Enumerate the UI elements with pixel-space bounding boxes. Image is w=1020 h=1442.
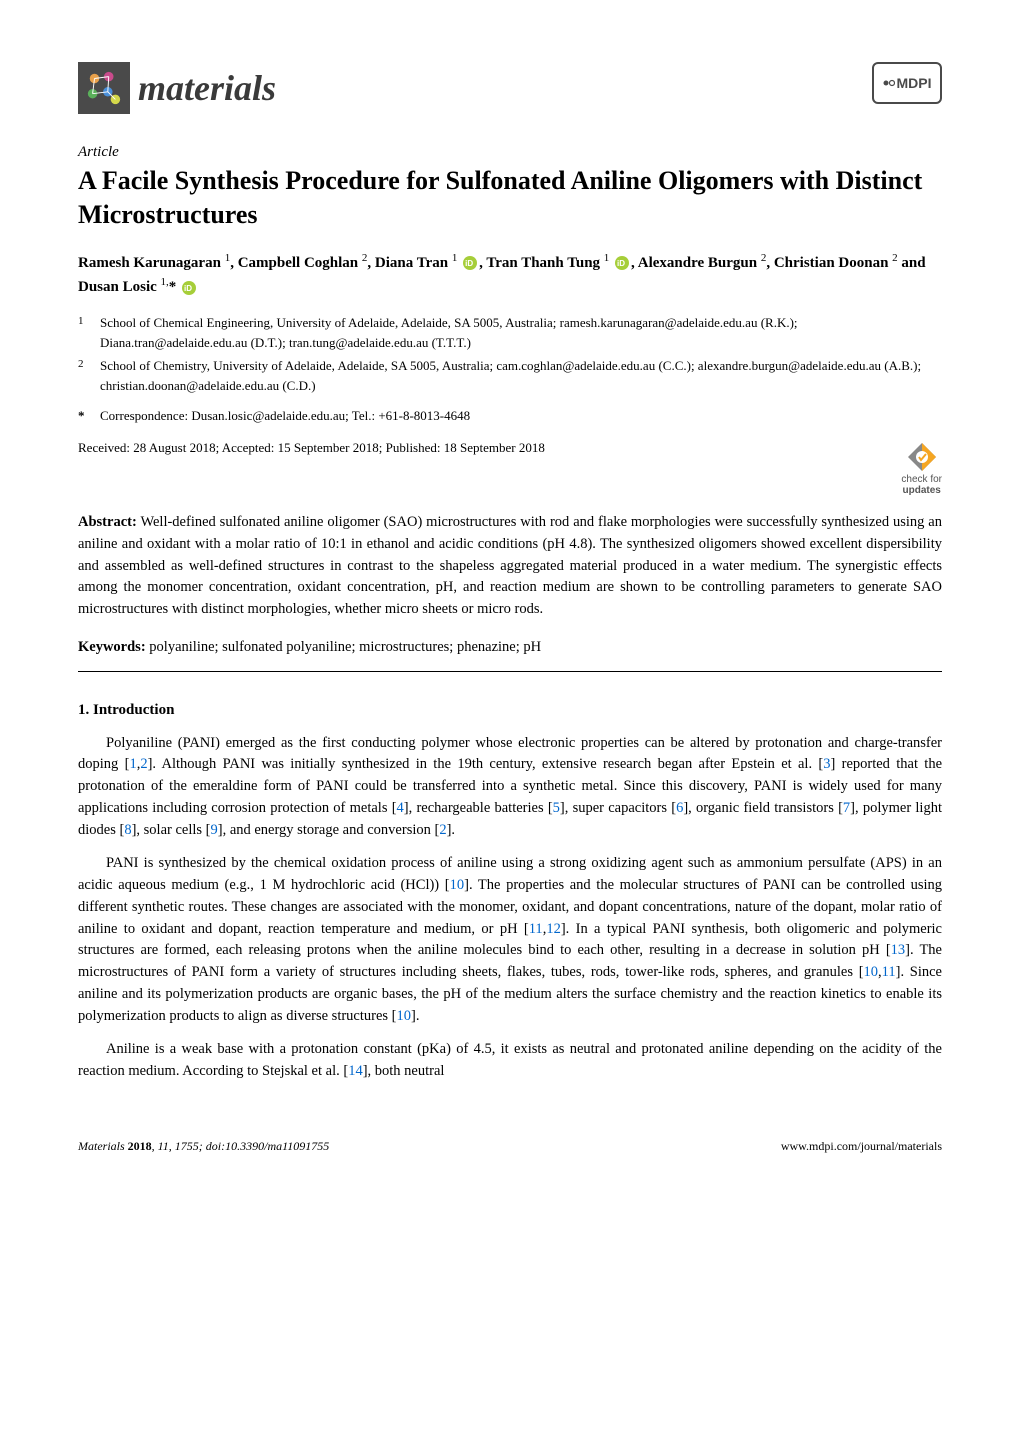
abstract: Abstract: Well-defined sulfonated anilin… xyxy=(78,512,942,621)
affiliation-2: 2 School of Chemistry, University of Ade… xyxy=(100,356,942,396)
check-updates-line2: updates xyxy=(903,485,941,496)
orcid-icon[interactable] xyxy=(463,256,477,270)
author-2-affil: 2 xyxy=(362,252,368,264)
separator-rule xyxy=(78,671,942,672)
corr-text: Correspondence: Dusan.losic@adelaide.edu… xyxy=(100,408,470,424)
ref-link[interactable]: 9 xyxy=(210,822,217,838)
journal-name: materials xyxy=(138,67,276,109)
keywords: Keywords: polyaniline; sulfonated polyan… xyxy=(78,637,942,659)
ref-link[interactable]: 13 xyxy=(891,942,906,958)
author-7-affil: 1, xyxy=(161,276,169,288)
affil-2-num: 2 xyxy=(78,356,100,396)
mdpi-logo: MDPI xyxy=(872,62,942,104)
author-7: Dusan Losic xyxy=(78,279,157,295)
intro-paragraph-2: PANI is synthesized by the chemical oxid… xyxy=(78,853,942,1027)
affil-2-text: School of Chemistry, University of Adela… xyxy=(100,356,942,396)
footer-url[interactable]: www.mdpi.com/journal/materials xyxy=(781,1139,942,1154)
ref-link[interactable]: 10 xyxy=(450,877,465,893)
ref-link[interactable]: 2 xyxy=(140,756,147,772)
author-5-affil: 2 xyxy=(761,252,767,264)
publication-dates: Received: 28 August 2018; Accepted: 15 S… xyxy=(78,440,545,456)
ref-link[interactable]: 4 xyxy=(397,800,404,816)
author-3: Diana Tran xyxy=(375,255,448,271)
affiliations: 1 School of Chemical Engineering, Univer… xyxy=(78,313,942,397)
ref-link[interactable]: 11 xyxy=(882,964,896,980)
ref-link[interactable]: 10 xyxy=(397,1008,412,1024)
author-2: Campbell Coghlan xyxy=(238,255,358,271)
page-footer: Materials 2018, 11, 1755; doi:10.3390/ma… xyxy=(78,1133,942,1154)
materials-icon xyxy=(78,62,130,114)
intro-paragraph-1: Polyaniline (PANI) emerged as the first … xyxy=(78,733,942,842)
ref-link[interactable]: 11 xyxy=(529,921,543,937)
orcid-icon[interactable] xyxy=(182,281,196,295)
ref-link[interactable]: 8 xyxy=(124,822,131,838)
author-6: Christian Doonan xyxy=(774,255,889,271)
ref-link[interactable]: 14 xyxy=(348,1063,363,1079)
publisher-name: MDPI xyxy=(897,75,932,91)
author-list: Ramesh Karunagaran 1, Campbell Coghlan 2… xyxy=(78,250,942,299)
abstract-label: Abstract: xyxy=(78,514,137,530)
author-4-affil: 1 xyxy=(604,252,610,264)
author-1-affil: 1 xyxy=(225,252,231,264)
check-updates-line1: check for xyxy=(901,474,942,485)
orcid-icon[interactable] xyxy=(615,256,629,270)
ref-link[interactable]: 12 xyxy=(546,921,561,937)
author-5: Alexandre Burgun xyxy=(638,255,757,271)
author-4: Tran Thanh Tung xyxy=(486,255,600,271)
author-6-affil: 2 xyxy=(892,252,898,264)
check-updates-badge[interactable]: check for updates xyxy=(901,440,942,496)
affil-1-num: 1 xyxy=(78,313,100,353)
correspondence: * Correspondence: Dusan.losic@adelaide.e… xyxy=(78,408,942,424)
check-updates-icon xyxy=(905,440,939,474)
ref-link[interactable]: 1 xyxy=(129,756,136,772)
author-3-affil: 1 xyxy=(452,252,458,264)
affil-1-text: School of Chemical Engineering, Universi… xyxy=(100,313,942,353)
footer-citation: Materials 2018, 11, 1755; doi:10.3390/ma… xyxy=(78,1139,329,1154)
ref-link[interactable]: 5 xyxy=(553,800,560,816)
ref-link[interactable]: 2 xyxy=(439,822,446,838)
ref-link[interactable]: 10 xyxy=(864,964,879,980)
article-type: Article xyxy=(78,144,942,161)
author-1: Ramesh Karunagaran xyxy=(78,255,221,271)
intro-paragraph-3: Aniline is a weak base with a protonatio… xyxy=(78,1039,942,1083)
keywords-label: Keywords: xyxy=(78,639,146,655)
page-header: materials MDPI xyxy=(78,62,942,114)
keywords-text: polyaniline; sulfonated polyaniline; mic… xyxy=(149,639,541,655)
affiliation-1: 1 School of Chemical Engineering, Univer… xyxy=(100,313,942,353)
journal-logo-block: materials xyxy=(78,62,276,114)
article-title: A Facile Synthesis Procedure for Sulfona… xyxy=(78,164,942,232)
abstract-text: Well-defined sulfonated aniline oligomer… xyxy=(78,514,942,617)
section-1-heading: 1. Introduction xyxy=(78,702,942,719)
corr-asterisk: * xyxy=(78,408,100,424)
